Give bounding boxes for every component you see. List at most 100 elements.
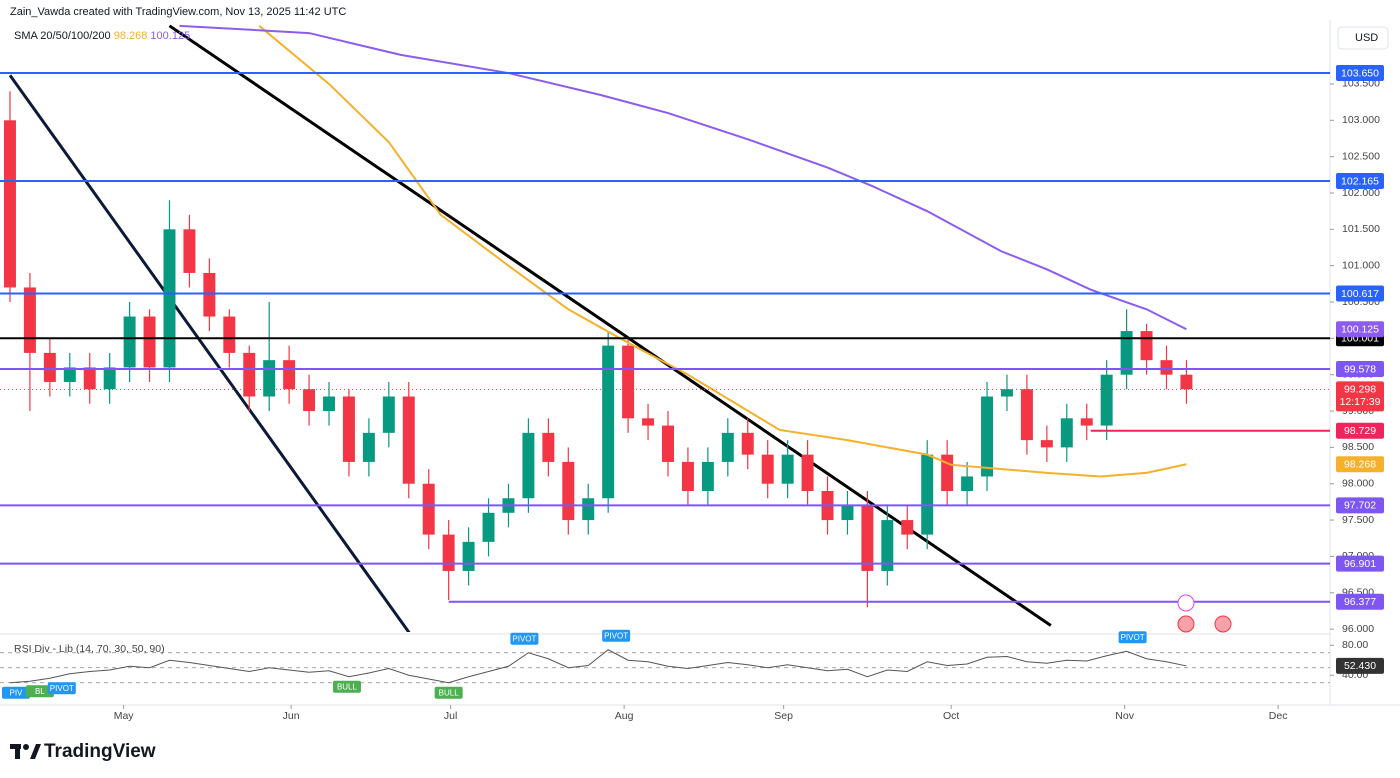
price-badge (1336, 285, 1384, 302)
candle-body (342, 396, 355, 462)
price-badge-label: 98.268 (1344, 459, 1376, 471)
price-pane (0, 24, 1330, 632)
price-badge-label: 99.578 (1344, 363, 1376, 375)
y-tick-label: 102.500 (1342, 150, 1380, 162)
candle-body (981, 396, 994, 477)
indicator-name: SMA 20/50/100/200 (14, 30, 111, 42)
price-badge (1336, 497, 1384, 514)
signal-badge (434, 686, 463, 699)
currency-box[interactable] (1337, 26, 1389, 50)
candle-body (243, 352, 256, 397)
flag-icon[interactable] (1177, 615, 1195, 633)
currency[interactable]: USD (1355, 32, 1378, 44)
candle-body (642, 418, 655, 426)
candle-body (602, 345, 615, 499)
signal-label: PIVOT (512, 634, 536, 643)
y-tick-label: 101.500 (1342, 223, 1380, 235)
candle-body (402, 396, 415, 484)
candle-body (382, 396, 395, 433)
rsi-legend: RSI Div - Lib (14, 70, 30, 50, 90) (14, 643, 165, 655)
signal-label: BULL (439, 688, 460, 697)
logo-part (15, 744, 20, 759)
candle-body (103, 367, 116, 390)
candle-body (1020, 389, 1033, 441)
candle-body (1060, 418, 1073, 448)
candle-body (721, 432, 734, 462)
price-badge (1336, 321, 1384, 338)
price-badge-label: 103.650 (1341, 67, 1379, 79)
event-icon[interactable] (1177, 594, 1195, 612)
signal-label: PIVOT (1121, 633, 1145, 642)
event-icons (1177, 594, 1232, 633)
candle-body (482, 512, 495, 542)
candle-body (1100, 374, 1113, 426)
candle-body (1080, 418, 1093, 426)
y-tick-label: 80.00 (1342, 639, 1368, 651)
candle-body (1120, 331, 1133, 375)
candle-body (3, 120, 16, 288)
signal-badge (510, 632, 539, 645)
signal-badge (25, 685, 54, 698)
logo-part (23, 744, 29, 750)
axes: 103.500103.000102.500102.000101.500101.0… (1, 65, 1384, 722)
sma-50-value: 98.268 (114, 30, 148, 42)
candle-body (163, 229, 176, 368)
price-badge (1336, 172, 1384, 189)
current-price-label: 99.298 (1344, 384, 1376, 396)
candle-body (921, 454, 934, 535)
brand-logo (10, 744, 41, 759)
candle-body (662, 425, 674, 462)
candle-body (362, 432, 375, 462)
candle-body (422, 483, 435, 535)
candle-body (83, 367, 96, 390)
candle-body (741, 432, 754, 455)
candle-body (303, 389, 316, 412)
signal-badge (1118, 631, 1147, 644)
signal-badge (47, 682, 76, 695)
candle-body (283, 360, 296, 390)
candle-body (801, 454, 814, 491)
candle-body (522, 432, 535, 499)
x-tick-label: Aug (615, 710, 634, 722)
signal-label: PIV (9, 688, 23, 697)
price-badge (1336, 361, 1384, 378)
signal-badge (602, 629, 631, 642)
candle-body (841, 505, 854, 521)
candle-body (442, 534, 455, 571)
candle-body (941, 454, 954, 491)
logo-part (30, 744, 41, 759)
signal-badge (332, 680, 361, 693)
candle-body (1180, 374, 1193, 390)
candle-body (203, 272, 216, 317)
candle-body (1000, 389, 1013, 397)
candle-body (143, 316, 156, 368)
candle-body (961, 476, 974, 491)
candle-body (323, 396, 335, 412)
y-tick-label: 97.500 (1342, 514, 1374, 526)
candle-body (781, 454, 794, 484)
candle-body (43, 352, 56, 382)
candle-body (582, 498, 595, 521)
candle-body (1140, 331, 1153, 361)
candle-body (901, 520, 914, 535)
candle-body (63, 367, 76, 382)
price-badge-label: 97.702 (1344, 500, 1376, 512)
credit: Zain_Vawda created with TradingView.com,… (10, 6, 346, 18)
brand: TradingView (44, 741, 156, 762)
countdown: 12:17:39 (1340, 396, 1381, 408)
price-badge-label: 102.165 (1341, 175, 1379, 187)
price-badge (1336, 593, 1384, 610)
candle-body (223, 316, 236, 353)
x-tick-label: May (114, 710, 135, 722)
flag-icon[interactable] (1214, 615, 1232, 633)
rsi-badge-label: 52.430 (1344, 660, 1376, 672)
current-price-badge (1336, 381, 1384, 412)
candle-body (761, 454, 774, 484)
candle-body (562, 461, 575, 521)
sma-line (179, 24, 1187, 331)
price-badge-label: 96.377 (1344, 596, 1376, 608)
candle-body (681, 461, 694, 491)
price-badge-label: 100.617 (1341, 288, 1379, 300)
candle-body (542, 432, 555, 462)
candle-body (622, 345, 635, 419)
